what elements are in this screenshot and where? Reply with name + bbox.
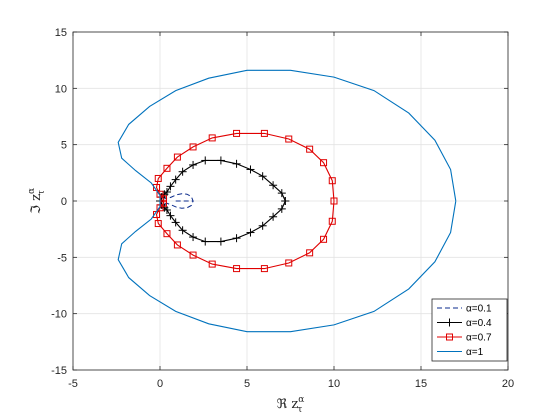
- series-marker: [173, 241, 181, 249]
- series-marker: [216, 156, 225, 165]
- series-marker: [233, 129, 241, 137]
- series-marker: [189, 160, 198, 169]
- series-marker: [171, 175, 180, 184]
- series-marker: [163, 230, 171, 238]
- series-marker: [201, 237, 210, 246]
- legend-box: [431, 298, 508, 362]
- series-marker: [232, 159, 241, 168]
- series-marker: [320, 235, 328, 243]
- legend-entry-label: α=0.1: [466, 304, 492, 315]
- series-marker: [208, 134, 216, 142]
- legend-entry-label: α=0.4: [466, 318, 492, 329]
- series-line: [155, 132, 335, 270]
- y-tick-label: -5: [57, 252, 67, 264]
- series-line: [117, 69, 457, 333]
- series-2: [153, 129, 338, 273]
- series-0: [159, 193, 194, 209]
- y-tick-label: 0: [61, 196, 67, 208]
- series-marker: [178, 226, 187, 235]
- series-marker: [178, 167, 187, 176]
- series-marker: [260, 129, 268, 137]
- series-marker: [328, 217, 336, 225]
- x-axis-label: ℜ zα τ: [277, 395, 305, 415]
- series-marker: [306, 249, 314, 257]
- series-layer: [117, 69, 457, 333]
- legend-entry-label: α=1: [466, 347, 484, 358]
- series-marker: [285, 259, 293, 267]
- series-marker: [328, 177, 336, 185]
- series-marker: [162, 206, 171, 215]
- y-tick-label: -10: [51, 309, 67, 321]
- x-tick-label: 10: [328, 378, 340, 390]
- series-marker: [189, 251, 197, 259]
- series-marker: [166, 182, 175, 191]
- series-marker: [306, 145, 314, 153]
- series-marker: [258, 221, 267, 230]
- series-line: [159, 193, 194, 209]
- y-tick-label: 5: [61, 140, 67, 152]
- series-marker: [154, 220, 162, 228]
- series-marker: [281, 197, 290, 205]
- y-tick-label: -15: [51, 365, 67, 377]
- series-marker: [232, 234, 241, 243]
- series-marker: [277, 189, 286, 198]
- series-3: [117, 69, 457, 333]
- x-tick-label: 5: [244, 378, 250, 390]
- axis-ticks: -5 0 5 10 15 20 -15 -10 -5 0 5 10 15: [51, 27, 514, 390]
- legend: α=0.1 α=0.4 α=0.7 α=1: [431, 298, 508, 362]
- x-tick-label: 0: [157, 378, 163, 390]
- y-tick-label: 10: [55, 83, 67, 95]
- y-tick-label: 15: [55, 27, 67, 39]
- series-marker: [285, 135, 293, 143]
- series-marker: [166, 211, 175, 220]
- series-marker: [260, 265, 268, 273]
- legend-marker: [445, 318, 454, 327]
- y-axis-label: ℑ zατ: [27, 188, 47, 214]
- series-marker: [269, 181, 278, 190]
- series-marker: [233, 265, 241, 273]
- x-tick-label: -5: [68, 378, 78, 390]
- series-marker: [269, 212, 278, 221]
- series-marker: [189, 233, 198, 242]
- legend-entry-label: α=0.7: [466, 333, 492, 344]
- series-marker: [330, 197, 338, 205]
- series-marker: [208, 260, 216, 268]
- series-marker: [277, 204, 286, 213]
- x-tick-label: 15: [415, 378, 427, 390]
- series-marker: [246, 228, 255, 237]
- series-marker: [154, 174, 162, 182]
- series-marker: [189, 143, 197, 151]
- series-marker: [173, 153, 181, 161]
- x-tick-label: 20: [502, 378, 514, 390]
- series-marker: [171, 218, 180, 227]
- series-marker: [216, 237, 225, 246]
- legend-marker: [446, 333, 453, 341]
- series-marker: [201, 156, 210, 165]
- series-marker: [320, 159, 328, 167]
- series-marker: [258, 172, 267, 181]
- series-marker: [163, 164, 171, 172]
- series-marker: [246, 165, 255, 174]
